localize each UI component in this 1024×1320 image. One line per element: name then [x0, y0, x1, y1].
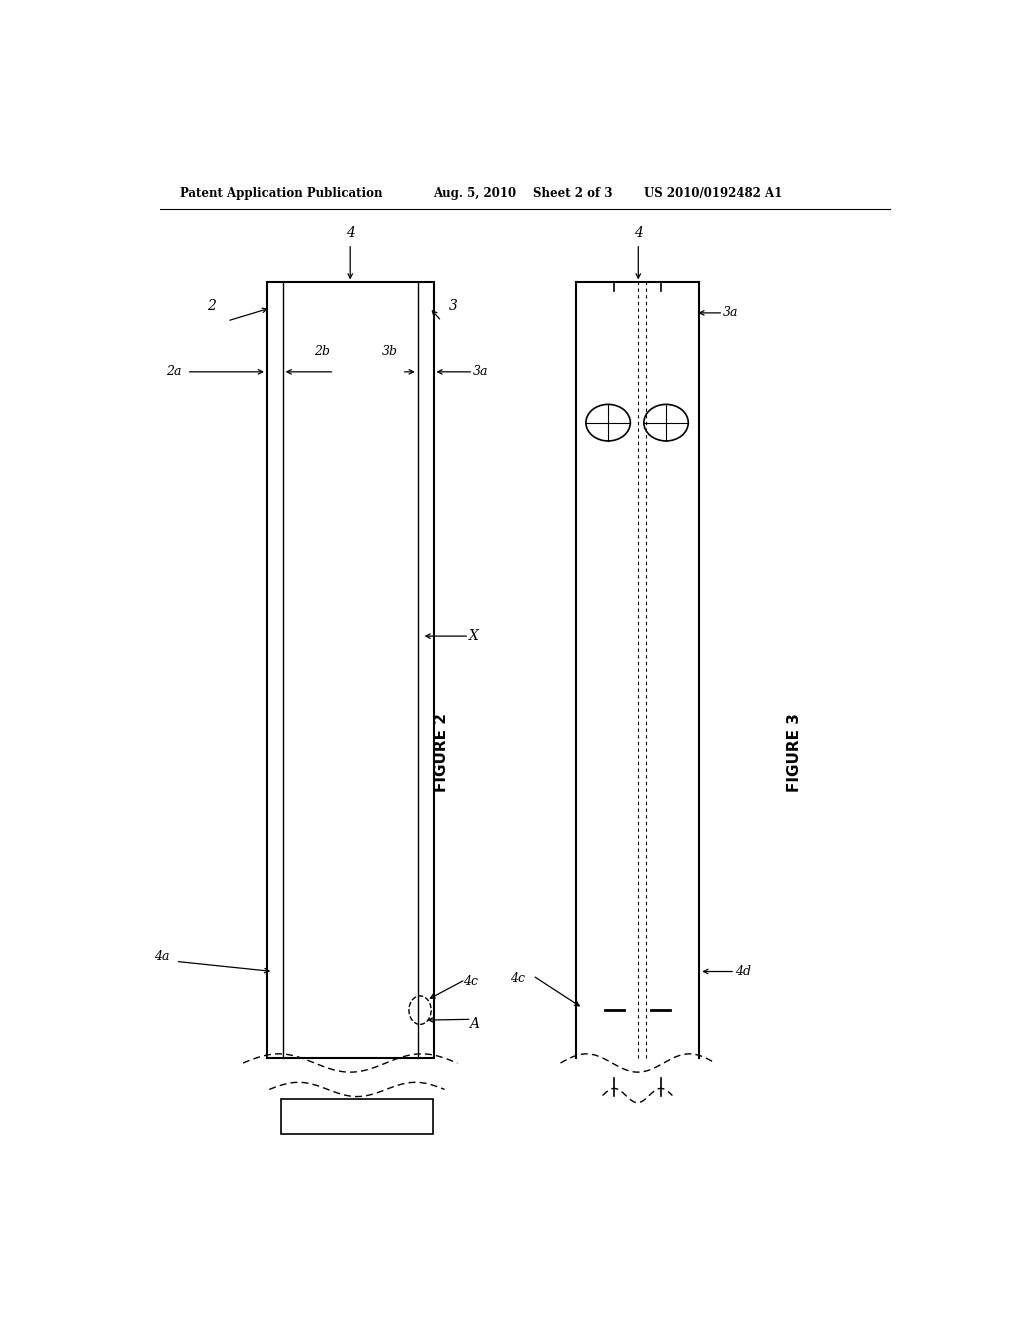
- Text: 2a: 2a: [166, 366, 181, 379]
- Text: FIGURE 3: FIGURE 3: [787, 714, 802, 792]
- Text: 4c: 4c: [463, 975, 478, 989]
- Bar: [282, 1098, 433, 1134]
- Text: 2b: 2b: [314, 345, 331, 358]
- Text: A: A: [469, 1018, 479, 1031]
- Text: 4a: 4a: [154, 950, 169, 962]
- Text: Aug. 5, 2010: Aug. 5, 2010: [433, 187, 517, 201]
- Text: 3b: 3b: [382, 345, 398, 358]
- Text: 4: 4: [634, 226, 643, 240]
- Text: 4d: 4d: [735, 965, 752, 978]
- Text: 3: 3: [449, 298, 458, 313]
- Text: FIGURE 2: FIGURE 2: [434, 714, 449, 792]
- Text: 4c: 4c: [510, 972, 524, 985]
- Text: 2: 2: [207, 298, 216, 313]
- Text: Patent Application Publication: Patent Application Publication: [179, 187, 382, 201]
- Text: 3a: 3a: [473, 366, 488, 379]
- Text: X: X: [469, 630, 479, 643]
- Text: 4: 4: [346, 226, 354, 240]
- Bar: [267, 282, 433, 1057]
- Text: US 2010/0192482 A1: US 2010/0192482 A1: [644, 187, 782, 201]
- Text: Sheet 2 of 3: Sheet 2 of 3: [532, 187, 612, 201]
- Text: 3a: 3a: [723, 306, 738, 319]
